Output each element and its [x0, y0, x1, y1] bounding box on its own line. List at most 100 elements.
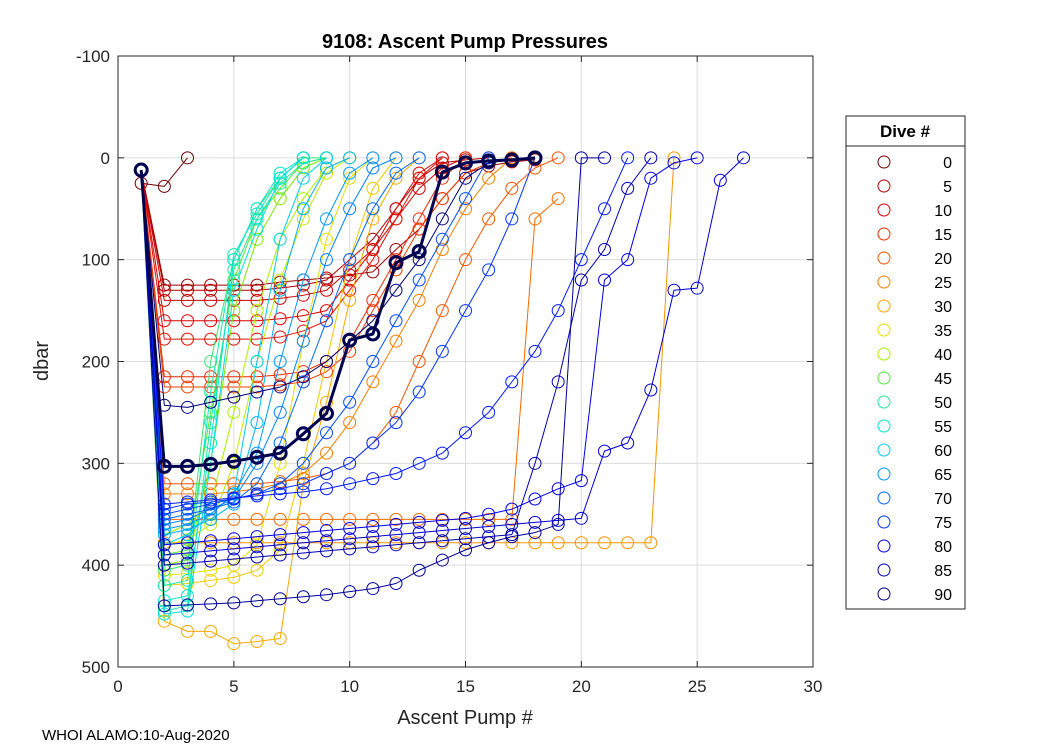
data-point	[181, 495, 194, 509]
legend-label: 35	[934, 323, 952, 340]
data-point	[621, 436, 635, 450]
legend-marker	[877, 179, 891, 193]
data-point	[273, 456, 287, 470]
data-point	[204, 517, 218, 531]
data-point	[366, 472, 380, 486]
data-point	[296, 370, 310, 384]
data-point	[342, 332, 358, 348]
legend-marker	[877, 587, 891, 601]
legend-marker	[877, 443, 891, 457]
data-point	[320, 544, 333, 558]
data-point	[598, 151, 611, 165]
x-axis-label: Ascent Pump #	[397, 707, 534, 729]
data-point	[389, 405, 403, 419]
data-point	[227, 542, 241, 556]
legend-box	[845, 115, 966, 610]
data-point	[273, 380, 287, 394]
legend-label: 30	[934, 299, 952, 316]
data-point	[482, 263, 496, 277]
data-point	[250, 304, 264, 318]
legend-entry: 70	[877, 491, 952, 508]
data-point	[412, 512, 426, 526]
data-point	[389, 151, 403, 165]
legend-label: 5	[943, 179, 952, 196]
data-point	[528, 526, 542, 540]
data-point	[412, 355, 426, 368]
data-point	[320, 232, 333, 246]
data-point	[250, 314, 264, 328]
data-point	[204, 395, 218, 409]
data-point	[551, 517, 565, 531]
data-point	[459, 511, 472, 525]
y-tick-label: 300	[82, 454, 110, 473]
data-point	[273, 232, 287, 246]
data-point	[273, 192, 287, 206]
data-point	[250, 550, 264, 564]
y-tick-label: 500	[82, 658, 110, 677]
data-point	[181, 528, 194, 542]
data-point	[343, 585, 357, 599]
data-point	[389, 283, 403, 297]
legend-entry: 35	[877, 323, 952, 340]
data-point	[343, 456, 357, 470]
data-point	[250, 222, 264, 236]
data-point	[504, 152, 520, 168]
data-point	[412, 456, 426, 470]
data-point	[481, 153, 497, 169]
data-point	[412, 536, 426, 550]
data-point	[227, 253, 241, 267]
data-point	[227, 390, 241, 404]
data-point	[273, 538, 287, 552]
data-point	[204, 573, 218, 587]
data-point	[204, 278, 218, 292]
data-point	[204, 293, 218, 307]
series-line	[140, 157, 327, 556]
data-point	[273, 171, 287, 185]
legend-marker	[877, 299, 891, 313]
data-point	[181, 533, 194, 547]
data-point	[528, 536, 542, 550]
data-point	[667, 283, 681, 297]
y-tick-label: 200	[82, 353, 110, 372]
data-point	[181, 332, 194, 346]
data-point	[320, 482, 333, 496]
legend-label: 90	[934, 587, 952, 604]
chart-title: 9108: Ascent Pump Pressures	[322, 31, 608, 53]
data-point	[667, 156, 681, 170]
series-line	[139, 156, 536, 468]
data-point	[343, 166, 357, 180]
data-point	[296, 467, 310, 481]
data-point	[296, 324, 310, 338]
data-point	[412, 253, 426, 267]
data-point	[296, 456, 310, 470]
data-point	[133, 162, 149, 178]
data-point	[551, 192, 565, 206]
data-point	[366, 436, 380, 450]
data-point	[343, 293, 357, 307]
data-point	[250, 530, 264, 544]
y-ticks: -100 0 100 200 300 400 500	[76, 47, 813, 677]
data-point	[273, 548, 287, 562]
legend-label: 75	[934, 515, 952, 532]
y-tick-label: -100	[76, 47, 110, 66]
data-point	[296, 526, 310, 540]
data-point	[459, 253, 472, 267]
data-point	[181, 556, 194, 570]
data-point	[459, 171, 472, 185]
data-point	[181, 536, 194, 550]
legend-entry: 60	[877, 443, 952, 460]
data-point	[181, 523, 194, 537]
data-point	[574, 536, 588, 550]
data-point	[320, 355, 333, 368]
data-point	[273, 273, 287, 287]
data-point	[435, 534, 449, 548]
data-point	[250, 370, 264, 384]
data-point	[435, 446, 449, 460]
data-point	[273, 181, 287, 195]
data-point	[296, 212, 310, 226]
series-line	[140, 157, 489, 291]
x-tick-label: 25	[688, 677, 707, 696]
data-point	[343, 542, 357, 556]
data-point	[459, 304, 472, 318]
data-point	[343, 283, 357, 297]
